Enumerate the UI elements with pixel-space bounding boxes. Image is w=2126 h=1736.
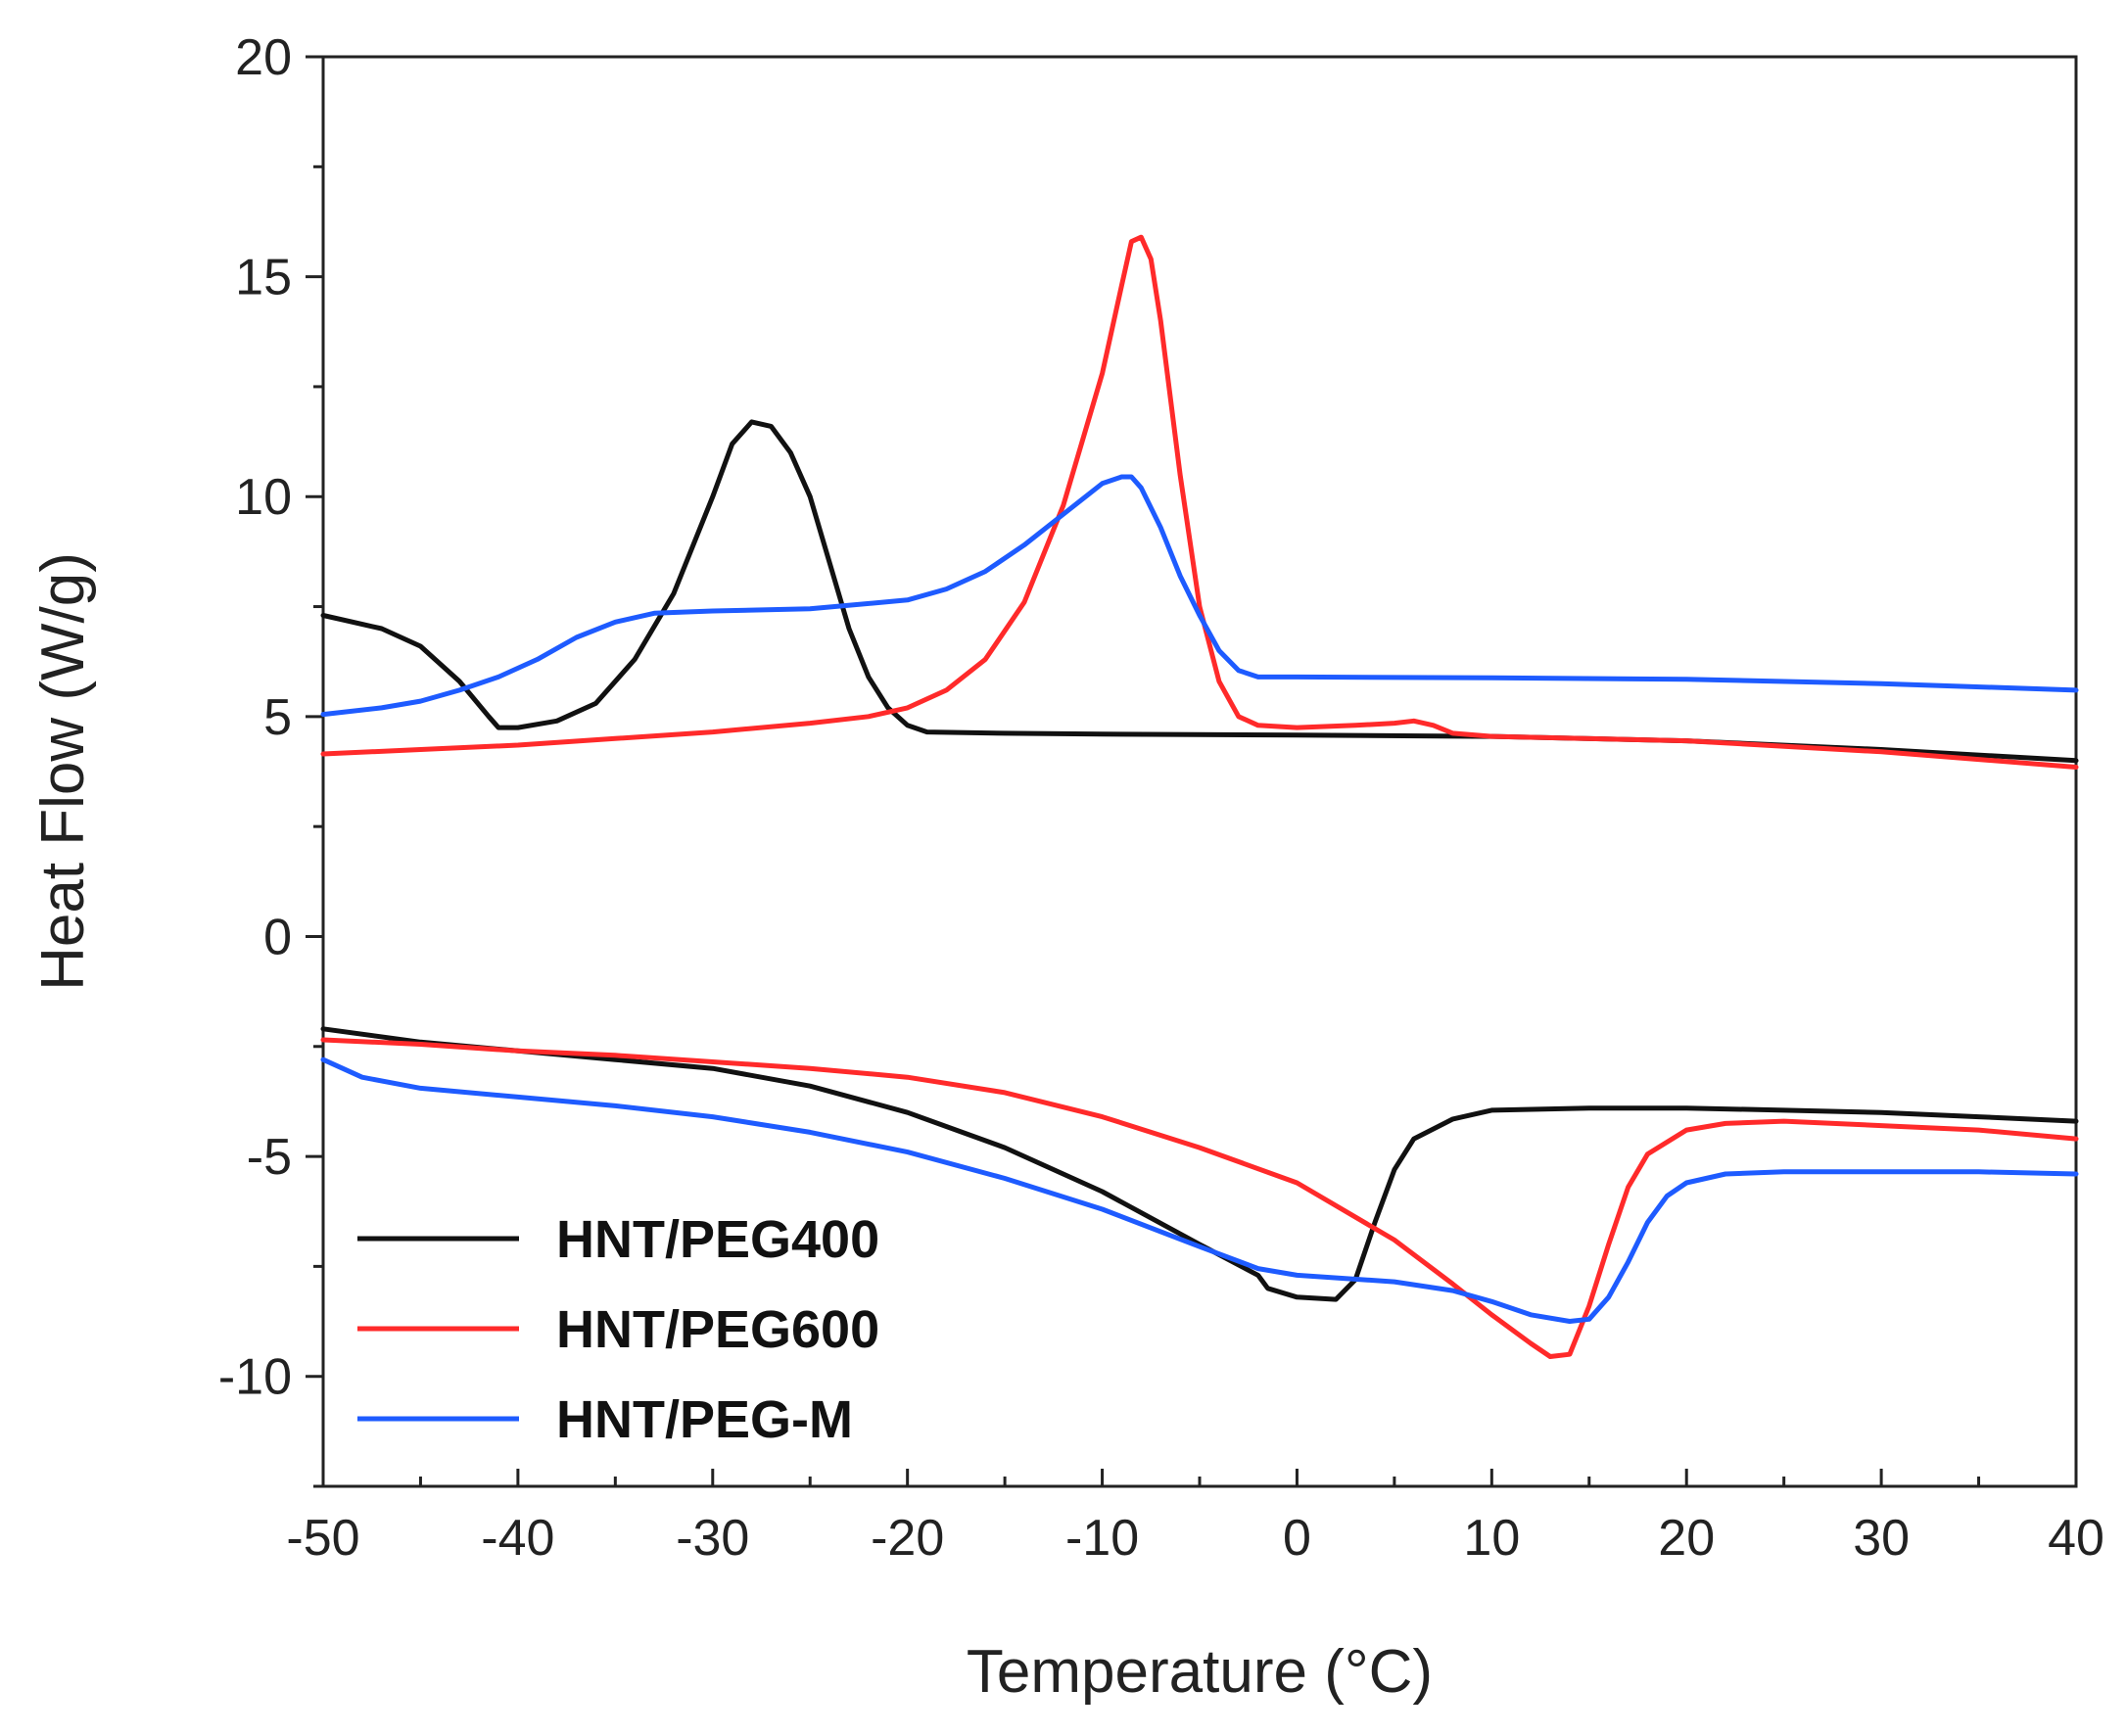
x-tick-label: 10 <box>1463 1510 1520 1567</box>
y-tick-label: 10 <box>235 469 292 526</box>
x-tick-label: 20 <box>1658 1510 1715 1567</box>
y-tick-label: -5 <box>247 1129 292 1186</box>
series-hnt-peg400 <box>320 419 2079 1302</box>
y-tick-label: 0 <box>263 909 292 965</box>
legend-label: HNT/PEG-M <box>556 1390 853 1449</box>
x-axis-title: Temperature (°C) <box>967 1638 1433 1706</box>
series-hnt-peg600 <box>320 234 2079 1359</box>
series-hnt-peg-m <box>320 474 2079 1324</box>
y-tick-label: 5 <box>263 689 292 746</box>
y-axis-title: Heat Flow (W/g) <box>29 552 97 991</box>
axis-ticks <box>306 55 2078 1488</box>
heating-curve-3 <box>320 1056 2079 1324</box>
x-tick-label: -50 <box>286 1510 359 1567</box>
y-tick-labels: -10 -5 0 5 10 15 20 <box>218 29 292 1406</box>
legend-label: HNT/PEG400 <box>556 1210 879 1269</box>
legend-label: HNT/PEG600 <box>556 1300 879 1359</box>
x-tick-label: -40 <box>481 1510 554 1567</box>
x-tick-label: -10 <box>1065 1510 1139 1567</box>
x-tick-labels: -50 -40 -30 -20 -10 0 10 20 30 40 <box>286 1510 2104 1567</box>
series-layer <box>320 234 2079 1359</box>
x-tick-label: 40 <box>2048 1510 2104 1567</box>
legend: HNT/PEG400 HNT/PEG600 HNT/PEG-M <box>357 1210 879 1449</box>
y-tick-label: 20 <box>235 29 292 86</box>
heating-curve-2 <box>320 1037 2079 1359</box>
x-tick-label: 0 <box>1283 1510 1311 1567</box>
y-tick-label: -10 <box>218 1349 292 1406</box>
cooling-curve-2 <box>320 234 2079 770</box>
x-tick-label: -20 <box>871 1510 944 1567</box>
cooling-curve-3 <box>320 474 2079 718</box>
heating-curve-1 <box>320 1026 2079 1302</box>
y-tick-label: 15 <box>235 250 292 306</box>
plot-frame <box>321 55 2078 1488</box>
x-tick-label: 30 <box>1853 1510 1910 1567</box>
x-tick-label: -30 <box>676 1510 749 1567</box>
plot-area-border <box>321 55 2078 1488</box>
cooling-curve-1 <box>320 419 2079 764</box>
